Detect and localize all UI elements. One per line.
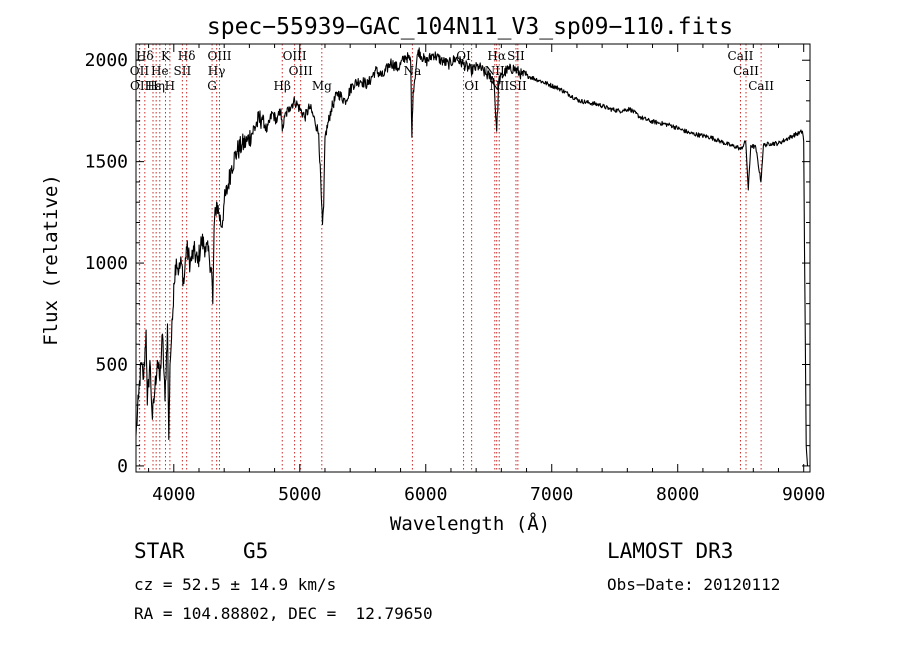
- x-tick-label: 4000: [152, 484, 195, 505]
- line-label: CaII: [733, 64, 759, 78]
- line-label: Hδ: [136, 49, 154, 63]
- line-label: Hγ: [208, 64, 226, 78]
- y-tick-label: 1000: [85, 253, 128, 274]
- flux-line: [135, 47, 809, 466]
- redshift-velocity: cz = 52.5 ± 14.9 km/s: [134, 575, 337, 594]
- line-label: OII: [130, 79, 150, 93]
- line-label: OII: [130, 64, 150, 78]
- chart-title: spec−55939−GAC_104N11_V3_sp09−110.fits: [207, 14, 733, 40]
- line-label: Mg: [312, 79, 332, 93]
- line-label: SII: [509, 79, 527, 93]
- y-tick-label: 0: [117, 456, 128, 477]
- axes: 4000 5000 6000 7000 8000 9000 0 500 1000 1500 2000: [85, 43, 825, 505]
- line-label: OIII: [289, 64, 313, 78]
- observation-date: Obs−Date: 20120112: [607, 575, 781, 594]
- ra-dec: RA = 104.88802, DEC = 12.79650: [134, 604, 433, 623]
- line-label: CaII: [748, 79, 774, 93]
- line-label: Na: [404, 64, 422, 78]
- y-tick-label: 2000: [85, 50, 128, 71]
- x-tick-label: 8000: [656, 484, 699, 505]
- line-label: SII: [174, 64, 192, 78]
- line-label: OIII: [207, 49, 231, 63]
- x-tick-label: 7000: [530, 484, 573, 505]
- x-tick-label: 9000: [782, 484, 825, 505]
- object-subclass: G5: [243, 539, 269, 563]
- line-label: Hβ: [274, 79, 291, 93]
- flux-series: [135, 47, 809, 466]
- y-tick-label: 500: [95, 354, 128, 375]
- object-class: STAR: [134, 539, 185, 563]
- line-label: OIII: [283, 49, 307, 63]
- line-label: K: [161, 49, 171, 63]
- survey-name: LAMOST DR3: [607, 539, 734, 563]
- y-tick-label: 1500: [85, 152, 128, 173]
- line-label: OI: [464, 79, 479, 93]
- line-label: H: [165, 79, 175, 93]
- line-label: He: [151, 64, 169, 78]
- line-label: NII: [489, 79, 509, 93]
- line-label: Hα: [487, 49, 506, 63]
- emission-line-markers: [138, 44, 762, 472]
- line-label: NII: [485, 64, 505, 78]
- line-label: Hδ: [178, 49, 196, 63]
- x-tick-label: 6000: [404, 484, 447, 505]
- line-label: SII: [507, 49, 525, 63]
- line-label: Hη: [147, 79, 165, 93]
- line-label: CaII: [728, 49, 754, 63]
- line-label: OI: [456, 49, 471, 63]
- spectrum-chart: spec−55939−GAC_104N11_V3_sp09−110.fits 4…: [40, 14, 825, 535]
- line-label: G: [207, 79, 217, 93]
- x-tick-label: 5000: [278, 484, 321, 505]
- plot-frame: [135, 43, 811, 473]
- y-axis-label: Flux (relative): [40, 174, 62, 346]
- line-label: Hε: [145, 79, 162, 93]
- x-axis-label: Wavelength (Å): [390, 512, 550, 535]
